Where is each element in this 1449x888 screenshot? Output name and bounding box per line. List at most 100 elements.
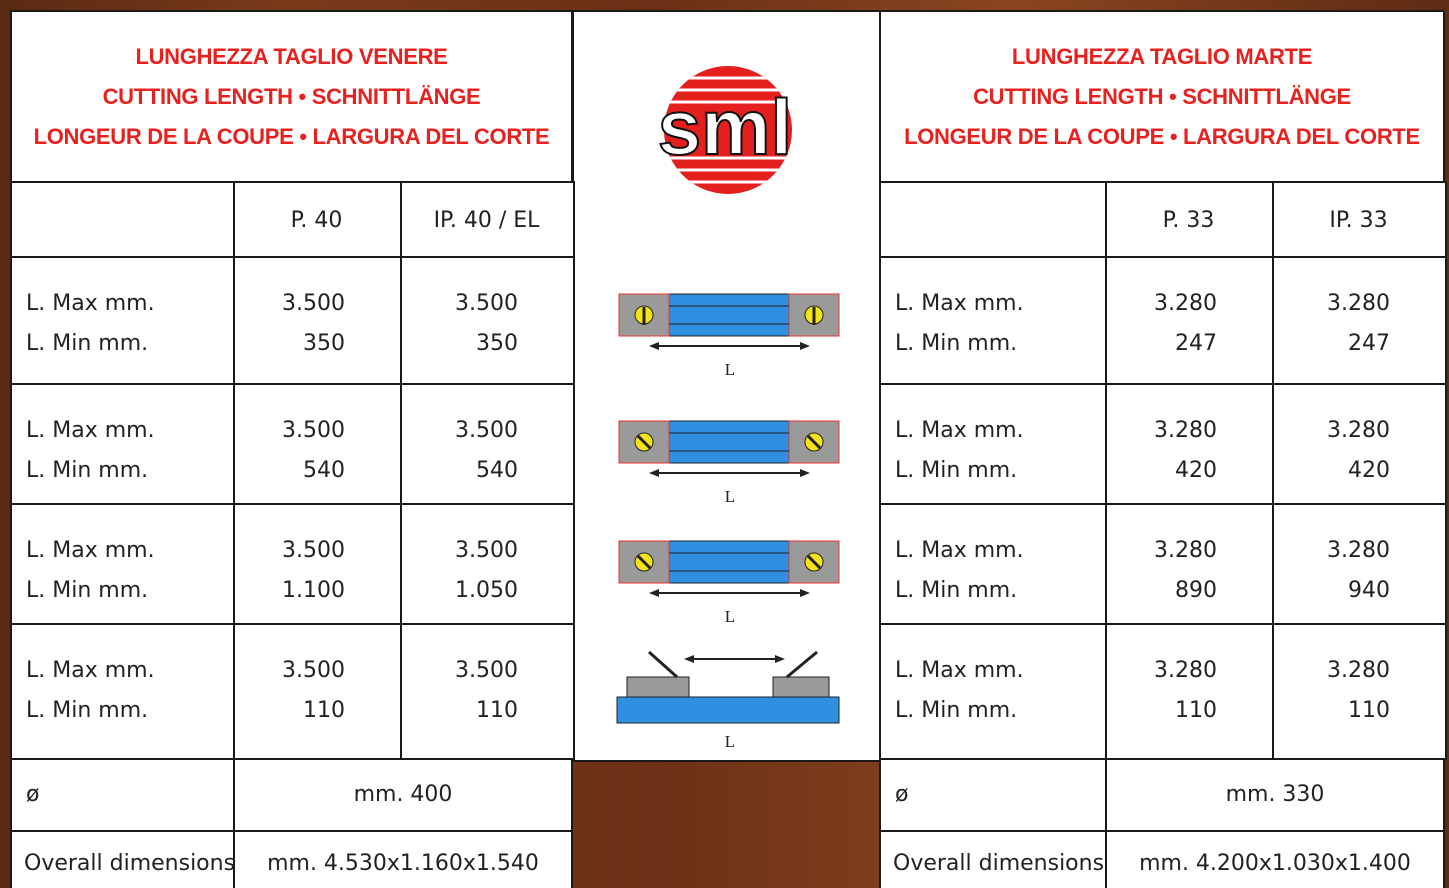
data-cell <box>10 256 235 385</box>
data-cell <box>400 503 575 625</box>
data-cell <box>233 503 402 625</box>
data-cell <box>1105 503 1274 625</box>
row-label: L. Min mm. <box>895 578 1018 603</box>
value: 890 <box>1175 578 1217 603</box>
value: 247 <box>1175 331 1217 356</box>
diagram: L <box>618 540 840 626</box>
value: 3.500 <box>282 658 345 683</box>
block <box>772 676 830 698</box>
diameter-label: ø <box>26 782 40 807</box>
column-header: P. 40 <box>290 208 343 233</box>
data-cell <box>233 623 402 760</box>
column-header: IP. 40 / EL <box>433 208 540 233</box>
diameter-label-cell <box>879 758 1107 832</box>
row-label: L. Min mm. <box>26 331 149 356</box>
value: 3.280 <box>1327 538 1390 563</box>
row-label: L. Max mm. <box>26 418 155 443</box>
bed <box>616 696 840 724</box>
data-cell <box>400 383 575 505</box>
column-header-cell <box>1272 181 1447 260</box>
row-label: L. Max mm. <box>26 658 155 683</box>
value: 3.500 <box>455 538 518 563</box>
title-line: LUNGHEZZA TAGLIO VENERE <box>135 44 448 69</box>
value: 110 <box>303 698 345 723</box>
data-cell <box>879 383 1107 505</box>
value: 350 <box>303 331 345 356</box>
data-cell <box>1272 383 1447 505</box>
title-line: LUNGHEZZA TAGLIO MARTE <box>1011 44 1313 69</box>
value: 3.280 <box>1154 418 1217 443</box>
row-label: L. Min mm. <box>895 331 1018 356</box>
row-label: L. Max mm. <box>895 418 1024 443</box>
data-cell <box>10 383 235 505</box>
header-cell <box>879 10 1445 183</box>
diameter-label-cell <box>10 758 235 832</box>
row-label: L. Min mm. <box>26 578 149 603</box>
value: 420 <box>1175 458 1217 483</box>
data-cell <box>400 256 575 385</box>
value: 3.500 <box>455 291 518 316</box>
row-label: L. Max mm. <box>26 291 155 316</box>
value: 110 <box>1348 698 1390 723</box>
blade <box>648 650 678 679</box>
diameter-label: ø <box>895 782 909 807</box>
row-label: L. Min mm. <box>895 698 1018 723</box>
row-label: L. Max mm. <box>895 538 1024 563</box>
title-line: CUTTING LENGTH • SCHNITTLÄNGE <box>973 84 1351 109</box>
data-cell <box>10 503 235 625</box>
knob-slot <box>806 434 822 450</box>
blade <box>786 650 818 679</box>
title-line: LONGEUR DE LA COUPE • LARGURA DEL CORTE <box>904 124 1420 149</box>
diameter-value-cell <box>1105 758 1445 832</box>
overall-label-cell <box>10 830 235 888</box>
value: 3.280 <box>1327 291 1390 316</box>
data-cell <box>400 623 575 760</box>
overall-value-cell <box>1105 830 1445 888</box>
row-label: L. Max mm. <box>895 658 1024 683</box>
column-header: IP. 33 <box>1329 208 1388 233</box>
diagram: L <box>616 650 840 751</box>
diagram: L <box>618 420 840 506</box>
overall-value: mm. 4.530x1.160x1.540 <box>267 851 539 876</box>
data-cell <box>1272 256 1447 385</box>
knob-slot <box>636 434 652 450</box>
value: 3.280 <box>1154 658 1217 683</box>
value: 940 <box>1348 578 1390 603</box>
overall-value-cell <box>233 830 573 888</box>
value: 3.500 <box>455 418 518 443</box>
title-line: LONGEUR DE LA COUPE • LARGURA DEL CORTE <box>33 124 550 149</box>
data-cell <box>1105 623 1274 760</box>
length-label: L <box>725 607 735 626</box>
value: 540 <box>476 458 518 483</box>
overall-label: Overall dimensions <box>893 851 1105 876</box>
data-cell <box>879 623 1107 760</box>
data-cell <box>233 256 402 385</box>
data-cell <box>1272 623 1447 760</box>
column-header: P. 33 <box>1162 208 1215 233</box>
value: 110 <box>476 698 518 723</box>
column-header-cell <box>879 181 1107 260</box>
value: 1.100 <box>282 578 345 603</box>
value: 247 <box>1348 331 1390 356</box>
value: 3.280 <box>1154 538 1217 563</box>
logo-text: sml <box>658 83 792 171</box>
logo: sml <box>657 66 793 194</box>
data-cell <box>879 503 1107 625</box>
data-cell <box>1105 383 1274 505</box>
value: 3.280 <box>1154 291 1217 316</box>
diameter-value: mm. 400 <box>353 782 453 807</box>
value: 3.500 <box>282 538 345 563</box>
column-header-cell <box>1105 181 1274 260</box>
value: 3.280 <box>1327 658 1390 683</box>
overall-value: mm. 4.200x1.030x1.400 <box>1139 851 1411 876</box>
overall-label-cell <box>879 830 1107 888</box>
diagram: L <box>618 293 840 379</box>
data-cell <box>879 256 1107 385</box>
block <box>626 676 690 698</box>
value: 3.500 <box>282 291 345 316</box>
value: 110 <box>1175 698 1217 723</box>
value: 3.500 <box>282 418 345 443</box>
row-label: L. Min mm. <box>26 458 149 483</box>
value: 1.050 <box>455 578 518 603</box>
